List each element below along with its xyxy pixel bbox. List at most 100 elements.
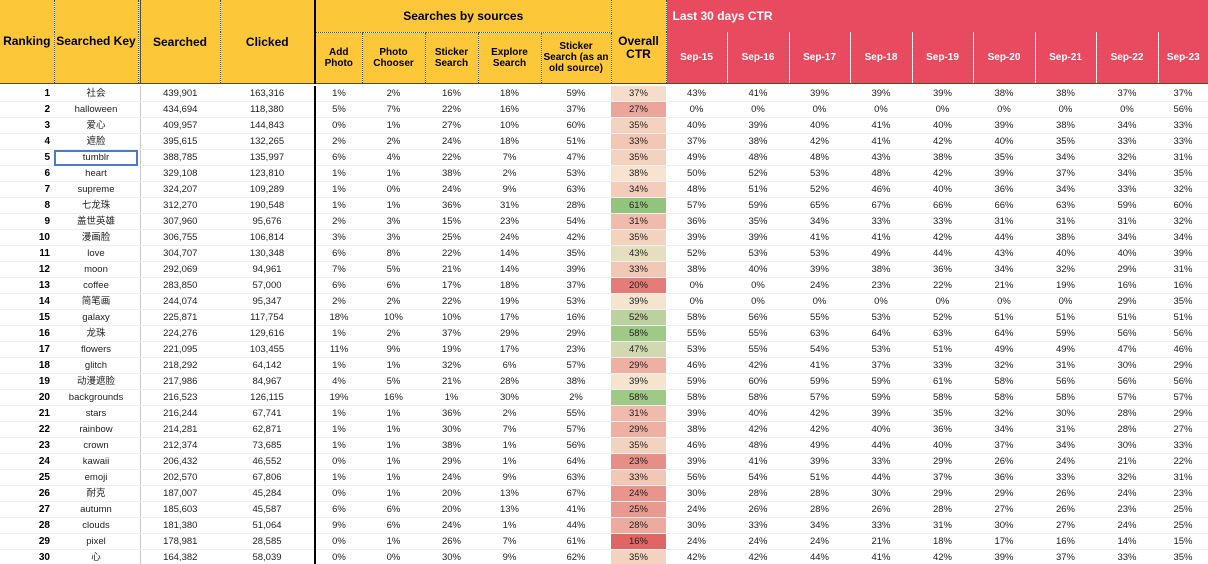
cell-clicked[interactable]: 190,548 — [220, 197, 316, 214]
table-row[interactable]: 24 kawaii 206,432 46,552 0% 1% 29% 1% 64% 23% 39% 4… — [0, 453, 1208, 470]
cell-source-share[interactable]: 13% — [478, 485, 541, 502]
cell-searched[interactable]: 202,570 — [140, 469, 220, 486]
cell-searched-key[interactable]: glitch — [54, 357, 138, 374]
cell-daily-ctr[interactable]: 33% — [912, 357, 973, 374]
cell-daily-ctr[interactable]: 18% — [912, 533, 973, 550]
cell-clicked[interactable]: 57,000 — [220, 277, 316, 294]
cell-daily-ctr[interactable]: 46% — [666, 357, 727, 374]
cell-rank[interactable]: 13 — [0, 277, 54, 294]
cell-daily-ctr[interactable]: 23% — [1096, 501, 1158, 518]
cell-daily-ctr[interactable]: 56% — [727, 309, 789, 326]
cell-daily-ctr[interactable]: 24% — [666, 501, 727, 518]
cell-daily-ctr[interactable]: 63% — [912, 325, 973, 342]
cell-source-share[interactable]: 1% — [315, 181, 362, 198]
cell-searched-key[interactable]: 爱心 — [54, 117, 138, 134]
cell-overall-ctr[interactable]: 35% — [611, 229, 666, 246]
cell-rank[interactable]: 30 — [0, 549, 54, 564]
header-day-sep-23[interactable]: Sep-23 — [1158, 32, 1208, 83]
cell-daily-ctr[interactable]: 0% — [666, 293, 727, 310]
cell-daily-ctr[interactable]: 53% — [850, 309, 912, 326]
cell-daily-ctr[interactable]: 58% — [666, 309, 727, 326]
cell-searched-key[interactable]: clouds — [54, 517, 138, 534]
cell-source-share[interactable]: 1% — [362, 453, 425, 470]
cell-daily-ctr[interactable]: 34% — [789, 517, 850, 534]
cell-daily-ctr[interactable]: 29% — [1096, 293, 1158, 310]
table-row[interactable]: 5 tumblr 388,785 135,997 6% 4% 22% 7% 47% 35% 49% 4… — [0, 149, 1208, 166]
cell-clicked[interactable]: 163,316 — [220, 86, 316, 102]
cell-source-share[interactable]: 44% — [541, 517, 611, 534]
cell-searched-key[interactable]: 动漫遮脸 — [54, 373, 138, 390]
cell-daily-ctr[interactable]: 34% — [973, 421, 1035, 438]
cell-source-share[interactable]: 11% — [315, 341, 362, 358]
table-row[interactable]: 11 love 304,707 130,348 6% 8% 22% 14% 35% 43% 52% 5… — [0, 245, 1208, 262]
cell-daily-ctr[interactable]: 65% — [789, 197, 850, 214]
cell-overall-ctr[interactable]: 47% — [611, 341, 666, 358]
cell-source-share[interactable]: 56% — [541, 437, 611, 454]
cell-daily-ctr[interactable]: 33% — [1096, 549, 1158, 564]
cell-searched[interactable]: 178,981 — [140, 533, 220, 550]
cell-overall-ctr[interactable]: 34% — [611, 181, 666, 198]
cell-rank[interactable]: 17 — [0, 341, 54, 358]
cell-daily-ctr[interactable]: 23% — [1158, 485, 1208, 502]
cell-source-share[interactable]: 9% — [315, 517, 362, 534]
cell-searched[interactable]: 304,707 — [140, 245, 220, 262]
cell-source-share[interactable]: 20% — [425, 501, 478, 518]
cell-daily-ctr[interactable]: 56% — [666, 469, 727, 486]
cell-daily-ctr[interactable]: 0% — [850, 293, 912, 310]
cell-source-share[interactable]: 53% — [541, 165, 611, 182]
cell-source-share[interactable]: 6% — [362, 277, 425, 294]
cell-source-share[interactable]: 38% — [541, 373, 611, 390]
cell-daily-ctr[interactable]: 42% — [789, 133, 850, 150]
cell-rank[interactable]: 22 — [0, 421, 54, 438]
cell-daily-ctr[interactable]: 46% — [1158, 341, 1208, 358]
cell-searched[interactable]: 306,755 — [140, 229, 220, 246]
cell-source-share[interactable]: 1% — [315, 197, 362, 214]
cell-source-share[interactable]: 1% — [362, 437, 425, 454]
cell-daily-ctr[interactable]: 37% — [850, 357, 912, 374]
cell-daily-ctr[interactable]: 44% — [912, 245, 973, 262]
cell-daily-ctr[interactable]: 31% — [1158, 149, 1208, 166]
cell-daily-ctr[interactable]: 14% — [1096, 533, 1158, 550]
cell-daily-ctr[interactable]: 27% — [973, 501, 1035, 518]
cell-source-share[interactable]: 9% — [478, 469, 541, 486]
cell-daily-ctr[interactable]: 33% — [1158, 133, 1208, 150]
cell-daily-ctr[interactable]: 67% — [850, 197, 912, 214]
cell-daily-ctr[interactable]: 35% — [1035, 133, 1096, 150]
cell-rank[interactable]: 19 — [0, 373, 54, 390]
cell-overall-ctr[interactable]: 16% — [611, 533, 666, 550]
table-row[interactable]: 14 简笔画 244,074 95,347 2% 2% 22% 19% 53% 39% 0% 0% 0%… — [0, 293, 1208, 310]
cell-searched[interactable]: 181,380 — [140, 517, 220, 534]
cell-searched[interactable]: 225,871 — [140, 309, 220, 326]
cell-daily-ctr[interactable]: 39% — [666, 453, 727, 470]
cell-daily-ctr[interactable]: 57% — [1158, 389, 1208, 406]
cell-daily-ctr[interactable]: 33% — [850, 517, 912, 534]
cell-daily-ctr[interactable]: 31% — [1035, 421, 1096, 438]
cell-daily-ctr[interactable]: 36% — [912, 261, 973, 278]
cell-daily-ctr[interactable]: 31% — [1035, 213, 1096, 230]
cell-daily-ctr[interactable]: 59% — [666, 373, 727, 390]
cell-source-share[interactable]: 16% — [478, 101, 541, 118]
cell-daily-ctr[interactable]: 66% — [912, 197, 973, 214]
cell-daily-ctr[interactable]: 48% — [727, 149, 789, 166]
cell-source-share[interactable]: 7% — [362, 101, 425, 118]
cell-source-share[interactable]: 2% — [362, 325, 425, 342]
cell-searched[interactable]: 307,960 — [140, 213, 220, 230]
table-row[interactable]: 15 galaxy 225,871 117,754 18% 10% 10% 17% 16% 52%… — [0, 309, 1208, 326]
cell-daily-ctr[interactable]: 30% — [1096, 437, 1158, 454]
table-row[interactable]: 23 crown 212,374 73,685 1% 1% 38% 1% 56% 35% 46% 48… — [0, 437, 1208, 454]
cell-rank[interactable]: 5 — [0, 149, 54, 166]
cell-daily-ctr[interactable]: 40% — [912, 181, 973, 198]
cell-daily-ctr[interactable]: 28% — [1096, 405, 1158, 422]
cell-daily-ctr[interactable]: 39% — [727, 229, 789, 246]
cell-daily-ctr[interactable]: 44% — [789, 549, 850, 564]
cell-source-share[interactable]: 22% — [425, 101, 478, 118]
cell-rank[interactable]: 27 — [0, 501, 54, 518]
cell-source-share[interactable]: 7% — [315, 261, 362, 278]
cell-daily-ctr[interactable]: 63% — [789, 325, 850, 342]
cell-rank[interactable]: 1 — [0, 86, 54, 102]
cell-daily-ctr[interactable]: 33% — [1158, 437, 1208, 454]
cell-source-share[interactable]: 62% — [541, 549, 611, 564]
cell-searched-key[interactable]: 耐克 — [54, 485, 138, 502]
cell-searched-key[interactable]: moon — [54, 261, 138, 278]
cell-clicked[interactable]: 73,685 — [220, 437, 316, 454]
